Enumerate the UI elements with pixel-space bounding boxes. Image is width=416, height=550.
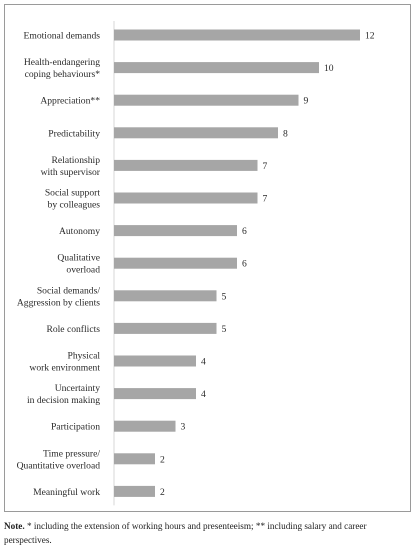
value-label: 12	[365, 31, 375, 42]
category-label: work environment	[29, 363, 100, 374]
value-label: 3	[181, 422, 186, 433]
category-label: Social demands/	[37, 285, 100, 296]
category-label: Relationship	[52, 155, 101, 166]
bar	[114, 355, 196, 367]
category-label: coping behaviours*	[25, 69, 101, 80]
category-label: Time pressure/	[43, 448, 100, 459]
category-label: Uncertainty	[55, 383, 100, 394]
bar	[114, 322, 217, 334]
category-label: Aggression by clients	[17, 297, 100, 308]
bar	[114, 127, 278, 139]
category-label: Quantitative overload	[17, 460, 101, 471]
value-label: 6	[242, 259, 247, 270]
category-label: Physical	[67, 351, 100, 362]
bar	[114, 29, 360, 41]
value-label: 4	[201, 389, 206, 400]
bar	[114, 420, 176, 432]
category-label: Emotional demands	[24, 31, 101, 42]
value-label: 5	[222, 291, 227, 302]
note-label: Note.	[4, 521, 25, 531]
category-label: Participation	[51, 422, 100, 433]
category-label: Social support	[45, 188, 100, 199]
value-label: 9	[304, 96, 309, 107]
figure-note: Note. * including the extension of worki…	[4, 519, 412, 547]
category-label: Health-endangering	[24, 57, 100, 68]
category-label: Role conflicts	[46, 324, 100, 335]
chart-frame: 12 Emotional demands 10 Health-endangering c…	[4, 4, 411, 512]
value-label: 6	[242, 226, 247, 237]
value-label: 5	[222, 324, 227, 335]
value-label: 4	[201, 357, 206, 368]
category-label: Predictability	[48, 128, 100, 139]
value-label: 10	[324, 63, 334, 74]
bar	[114, 192, 258, 204]
bar-chart: 12 Emotional demands 10 Health-endangeringc…	[17, 21, 375, 506]
category-label: with supervisor	[41, 167, 101, 178]
bar	[114, 159, 258, 171]
category-label: Meaningful work	[33, 487, 100, 498]
value-label: 2	[160, 454, 165, 465]
bar	[114, 485, 155, 497]
value-label: 2	[160, 487, 165, 498]
category-label: by colleagues	[48, 200, 101, 211]
category-label: Qualitative	[57, 253, 100, 264]
bar	[114, 62, 319, 74]
category-label: Appreciation**	[40, 96, 100, 107]
value-label: 8	[283, 128, 288, 139]
category-label: in decision making	[27, 395, 100, 406]
category-label: Autonomy	[59, 226, 100, 237]
category-label: overload	[66, 265, 100, 276]
value-label: 7	[263, 194, 268, 205]
value-label: 7	[263, 161, 268, 172]
note-text: * including the extension of working hou…	[4, 521, 367, 545]
bar	[114, 388, 196, 400]
bar	[114, 225, 237, 237]
bar	[114, 257, 237, 269]
bar	[114, 453, 155, 465]
bar	[114, 290, 217, 302]
bar	[114, 94, 299, 106]
